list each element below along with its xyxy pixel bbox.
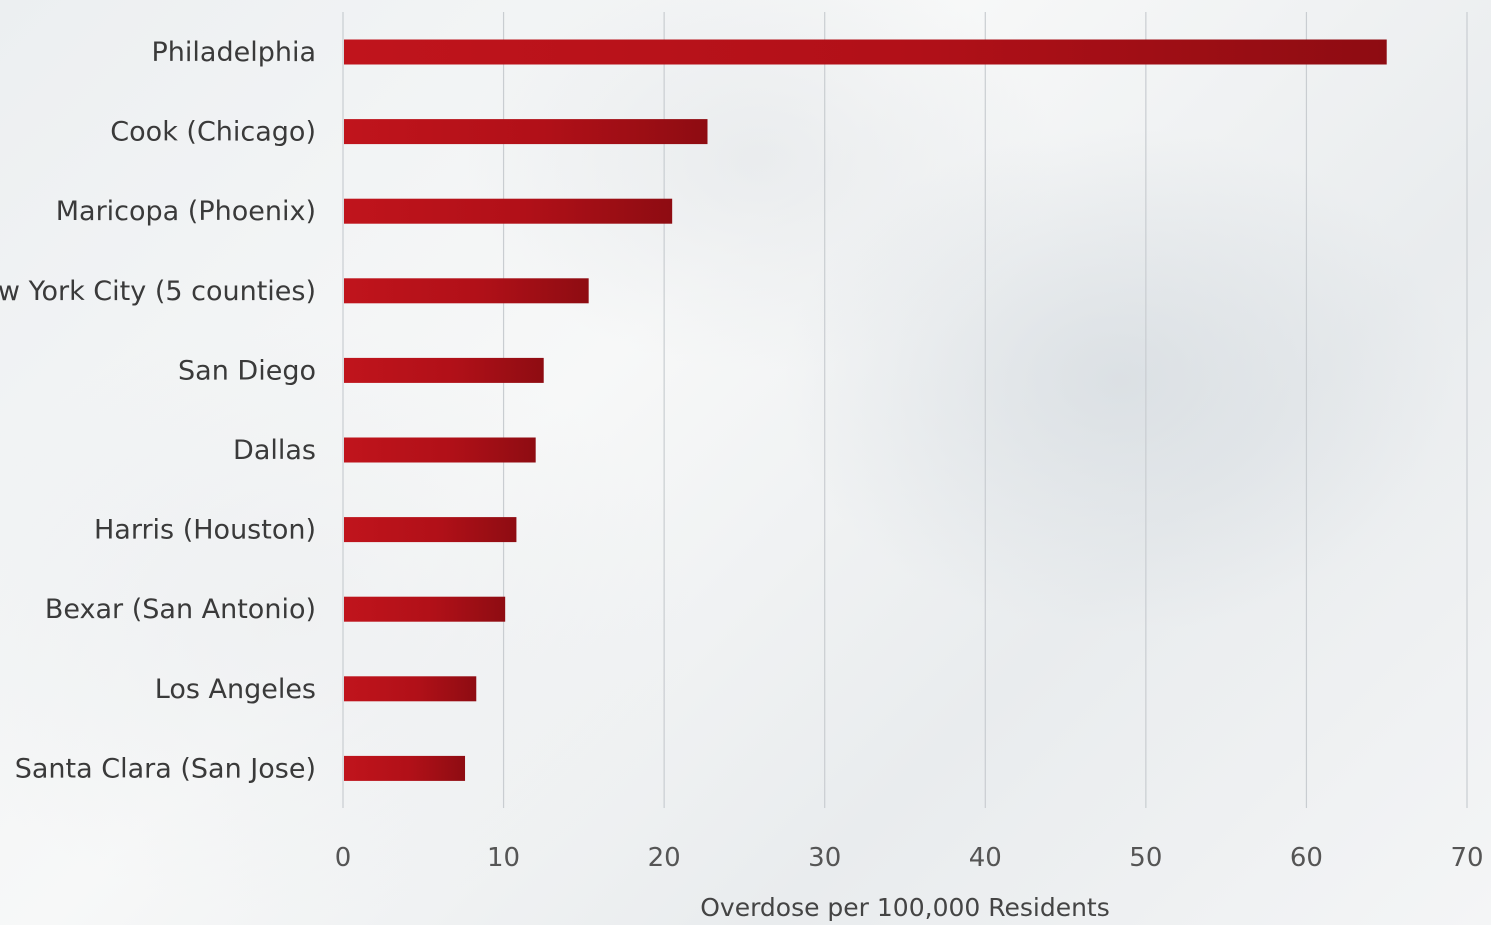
- bar: [344, 517, 517, 543]
- category-label: New York City (5 counties): [0, 276, 316, 307]
- x-tick-label: 0: [335, 843, 352, 873]
- bar: [344, 357, 544, 383]
- x-tick-label: 60: [1290, 843, 1323, 873]
- category-label: Bexar (San Antonio): [45, 594, 316, 625]
- x-tick-label: 70: [1450, 843, 1483, 873]
- x-tick-label: 30: [808, 843, 841, 873]
- bar: [344, 278, 589, 304]
- x-tick-label: 10: [487, 843, 520, 873]
- bars: [344, 39, 1387, 781]
- bar: [344, 39, 1387, 65]
- category-label: San Diego: [178, 355, 316, 386]
- bar: [344, 119, 708, 145]
- category-label: Philadelphia: [152, 37, 317, 68]
- x-tick-label: 40: [969, 843, 1002, 873]
- category-label: Harris (Houston): [94, 515, 316, 546]
- bar: [344, 198, 673, 224]
- bar: [344, 755, 466, 781]
- x-tick-label: 20: [648, 843, 681, 873]
- x-tick-label: 50: [1129, 843, 1162, 873]
- bar: [344, 437, 536, 463]
- x-axis-tick-labels: 0 10 20 30 40 50 60 70: [335, 843, 1484, 873]
- x-axis-title: Overdose per 100,000 Residents: [700, 893, 1110, 922]
- category-label: Dallas: [233, 435, 316, 466]
- category-label: Cook (Chicago): [110, 117, 316, 148]
- category-label: Santa Clara (San Jose): [15, 753, 316, 784]
- bar: [344, 596, 506, 622]
- category-labels: Philadelphia Cook (Chicago) Maricopa (Phoe…: [0, 37, 316, 784]
- category-label: Los Angeles: [155, 674, 316, 705]
- bar: [344, 676, 477, 702]
- gridlines: [342, 12, 1468, 808]
- category-label: Maricopa (Phoenix): [56, 196, 316, 227]
